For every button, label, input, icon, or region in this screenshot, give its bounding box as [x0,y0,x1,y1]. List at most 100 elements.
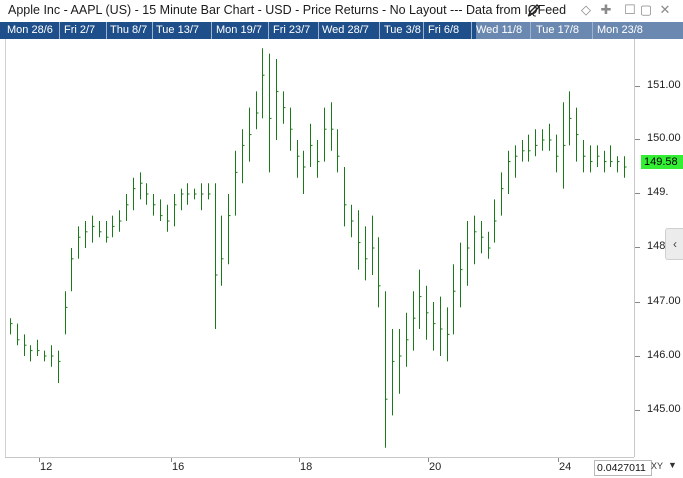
price-bar [303,150,306,194]
time-bar-separator [318,22,319,39]
time-bar-label: Wed 11/8 [476,24,523,36]
xy-mode-button[interactable]: XY [651,461,664,471]
price-bar [515,145,518,178]
price-bar [426,285,429,340]
price-bar [317,140,320,178]
price-bar [447,307,450,362]
link-icon[interactable]: ☐ [624,2,636,17]
time-bar-label: Fri 23/7 [273,24,311,36]
collapse-panel-button[interactable]: ‹ [665,228,683,260]
price-bar [297,140,300,178]
time-bar-label: Fri 2/7 [64,24,96,36]
price-bar [372,215,375,275]
price-bar [235,150,238,216]
price-tick [635,193,640,194]
price-bar [324,107,327,162]
time-label: 24 [559,461,572,473]
price-bar [242,129,245,184]
price-bar [467,221,470,286]
price-bar [392,329,395,416]
price-bar [365,226,368,281]
visible-range-highlight[interactable] [476,22,683,39]
price-bar [215,183,218,329]
maximize-icon[interactable]: ▢ [639,2,653,17]
price-label: 148. [647,240,669,252]
time-bar-label: Tue 17/8 [536,24,580,36]
price-label: 147.00 [647,295,681,307]
close-icon[interactable]: ✕ [659,2,671,17]
price-bar [331,102,334,151]
price-bar [576,107,579,162]
price-bar [17,323,20,346]
pencil-icon[interactable] [527,3,541,17]
time-bar-label: Tue 13/7 [156,24,200,36]
price-bar [624,156,627,178]
price-bar [221,215,224,286]
price-bar [269,53,272,173]
price-bar [85,221,88,248]
time-tick [428,458,429,462]
price-bar [610,145,613,167]
price-bar [181,188,184,211]
price-bar [604,150,607,173]
title-bar: Apple Inc - AAPL (US) - 15 Minute Bar Ch… [0,0,683,23]
price-bar [590,145,593,173]
time-bar-separator [592,22,593,39]
chart-plot-area[interactable] [5,39,635,457]
pin-icon[interactable]: ✚ [600,2,612,17]
price-bar [542,129,545,151]
time-tick [299,458,300,462]
time-bar-label: Thu 8/7 [110,24,148,36]
window-title: Apple Inc - AAPL (US) - 15 Minute Bar Ch… [8,3,567,17]
price-bar [419,269,422,329]
price-bar [508,150,511,194]
time-bar-label: Wed 28/7 [322,24,369,36]
time-bar-label: Tue 3/8 [384,24,421,36]
time-bar-label: Mon 19/7 [216,24,262,36]
price-bar [228,194,231,265]
price-tick [635,86,640,87]
price-bar [583,140,586,173]
price-bar [549,123,552,151]
time-label: 12 [40,461,53,473]
price-bar [201,183,204,211]
time-tick [39,458,40,462]
price-label: 149. [647,186,669,198]
dropdown-arrow-icon[interactable]: ▼ [668,460,677,470]
price-label: 145.00 [647,403,681,415]
price-bar [413,291,416,351]
time-tick [171,458,172,462]
price-bar [569,91,572,146]
price-bar [563,102,566,189]
diamond-icon[interactable]: ◇ [581,2,591,17]
price-bar [187,183,190,205]
price-tick [635,302,640,303]
time-axis[interactable]: 12 16 18 20 24 [5,457,634,478]
time-navigation-bar[interactable]: Mon 28/6 Fri 2/7 Thu 8/7 Tue 13/7 Mon 19… [0,22,683,39]
time-label: 18 [300,461,313,473]
price-bar [78,226,81,259]
time-tick [558,458,559,462]
price-bar [399,329,402,394]
time-bar-separator [268,22,269,39]
price-bar [474,215,477,265]
price-bar [99,221,102,238]
price-bar [140,172,143,200]
price-bar [597,145,600,167]
price-bar [24,334,27,356]
price-tick [635,410,640,411]
price-bar [494,199,497,243]
price-bar [51,345,54,367]
last-price-tag: 149.58 [641,155,683,169]
time-bar-separator [106,22,107,39]
price-bar [501,172,504,216]
price-bar [92,215,95,243]
price-bar [256,91,259,130]
price-bar [283,91,286,124]
price-bar [112,215,115,238]
price-bar [337,129,340,173]
price-bar [310,123,313,167]
price-bar [126,194,129,221]
price-bar [378,237,381,308]
price-bar [522,140,525,162]
